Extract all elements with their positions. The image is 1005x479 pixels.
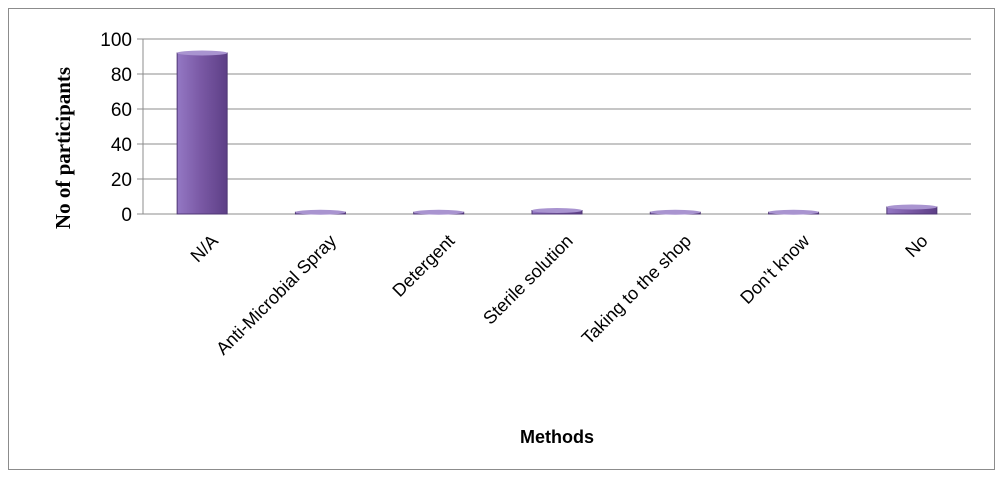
bar-top — [413, 209, 464, 215]
y-axis-label: No of participants — [51, 67, 75, 229]
gridlines — [143, 38, 971, 215]
bar-1 — [294, 209, 346, 215]
y-tick-label: 0 — [121, 205, 132, 226]
bar-3 — [531, 208, 583, 215]
chart-frame — [8, 8, 995, 470]
bar-top — [177, 50, 228, 56]
bar-body — [176, 52, 228, 215]
y-tick-label: 80 — [111, 65, 132, 86]
x-category-label: Sterile solution — [479, 231, 577, 329]
y-tick-label: 20 — [111, 170, 132, 191]
x-category-label: Don’t know — [736, 230, 814, 308]
x-category-label: Taking to the shop — [578, 231, 695, 348]
bar-top — [532, 208, 582, 213]
bar-6 — [886, 204, 938, 215]
bar-top — [295, 209, 346, 215]
x-category-label: Detergent — [388, 231, 458, 301]
bar-0 — [176, 50, 228, 215]
bar-top — [886, 204, 937, 210]
x-axis-label: Methods — [520, 427, 594, 447]
bar-2 — [413, 209, 465, 215]
bar-top — [768, 209, 819, 215]
bar-4 — [649, 209, 701, 215]
bar-top — [650, 209, 701, 215]
y-tick-label: 40 — [111, 135, 132, 156]
x-category-label: N/A — [187, 231, 222, 266]
y-tick-label: 60 — [111, 100, 132, 121]
x-category-label: Anti-Microbial Spray — [212, 231, 340, 359]
x-category-label: No — [901, 231, 931, 261]
axes — [137, 38, 971, 215]
bars — [176, 50, 938, 215]
bar-5 — [768, 209, 820, 215]
y-tick-label: 100 — [100, 30, 132, 51]
